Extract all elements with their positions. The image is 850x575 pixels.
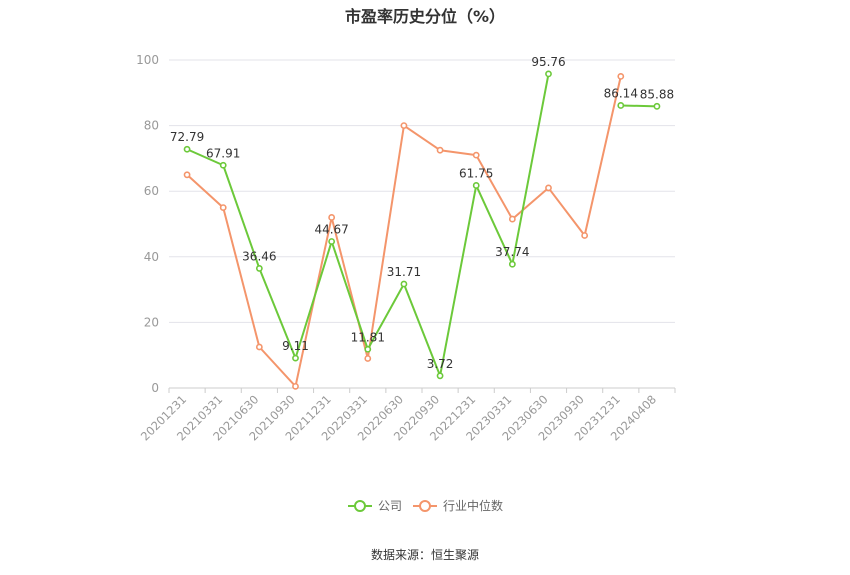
company-point bbox=[472, 182, 480, 189]
y-tick-label: 100 bbox=[136, 53, 159, 67]
company-line bbox=[620, 104, 657, 108]
series-company bbox=[183, 70, 661, 380]
industry-point bbox=[436, 146, 444, 154]
industry-point bbox=[328, 214, 336, 221]
legend-item-company[interactable]: 公司 bbox=[348, 499, 402, 513]
industry-point bbox=[617, 73, 625, 80]
data-label: 3.72 bbox=[427, 357, 454, 371]
legend-industry-label: 行业中位数 bbox=[443, 498, 503, 513]
company-point bbox=[328, 238, 336, 245]
chart-grid bbox=[169, 59, 675, 323]
data-label: 9.11 bbox=[282, 339, 309, 353]
data-label: 37.74 bbox=[495, 245, 529, 259]
data-label: 95.76 bbox=[531, 55, 565, 69]
data-label: 36.46 bbox=[242, 249, 276, 263]
legend-industry-marker bbox=[419, 500, 431, 512]
y-axis: 0 20 40 60 80 100 bbox=[136, 53, 159, 395]
industry-point bbox=[581, 232, 589, 239]
y-tick-label: 80 bbox=[144, 119, 159, 133]
company-point bbox=[219, 161, 227, 169]
y-tick-label: 60 bbox=[144, 184, 159, 198]
data-label: 85.88 bbox=[640, 87, 674, 101]
data-label: 72.79 bbox=[170, 130, 204, 144]
y-tick-label: 0 bbox=[151, 381, 159, 395]
company-point bbox=[617, 102, 625, 109]
data-label: 86.14 bbox=[604, 86, 638, 100]
company-point bbox=[400, 280, 408, 288]
company-point bbox=[508, 260, 516, 268]
company-point bbox=[255, 265, 263, 272]
industry-point bbox=[508, 215, 516, 223]
legend-company-label: 公司 bbox=[378, 499, 402, 513]
company-point bbox=[183, 145, 191, 153]
legend[interactable]: 公司 行业中位数 bbox=[348, 498, 503, 513]
company-point bbox=[292, 354, 299, 362]
data-label: 44.67 bbox=[314, 222, 348, 236]
chart-title: 市盈率历史分位（%） bbox=[345, 7, 505, 26]
industry-point bbox=[364, 355, 372, 362]
industry-point bbox=[292, 382, 299, 390]
source-note: 数据来源：恒生聚源 bbox=[371, 547, 479, 562]
data-label: 11.81 bbox=[351, 330, 385, 344]
industry-point bbox=[545, 184, 552, 192]
data-label: 67.91 bbox=[206, 146, 240, 160]
series-industry bbox=[183, 73, 625, 390]
industry-point bbox=[472, 151, 480, 159]
legend-company-marker bbox=[354, 500, 366, 512]
industry-point bbox=[255, 343, 263, 351]
data-label: 31.71 bbox=[387, 265, 421, 279]
company-point bbox=[545, 70, 552, 78]
x-axis: 2020123120210331202106302021093020211231… bbox=[138, 387, 676, 444]
y-tick-label: 20 bbox=[144, 315, 159, 329]
data-label: 61.75 bbox=[459, 166, 493, 180]
company-point bbox=[364, 345, 372, 353]
industry-point bbox=[183, 171, 191, 179]
y-tick-label: 40 bbox=[144, 250, 159, 264]
company-point bbox=[653, 102, 661, 110]
legend-item-industry[interactable]: 行业中位数 bbox=[413, 498, 503, 513]
company-point bbox=[436, 372, 444, 380]
industry-point bbox=[400, 122, 408, 129]
industry-point bbox=[219, 204, 227, 211]
